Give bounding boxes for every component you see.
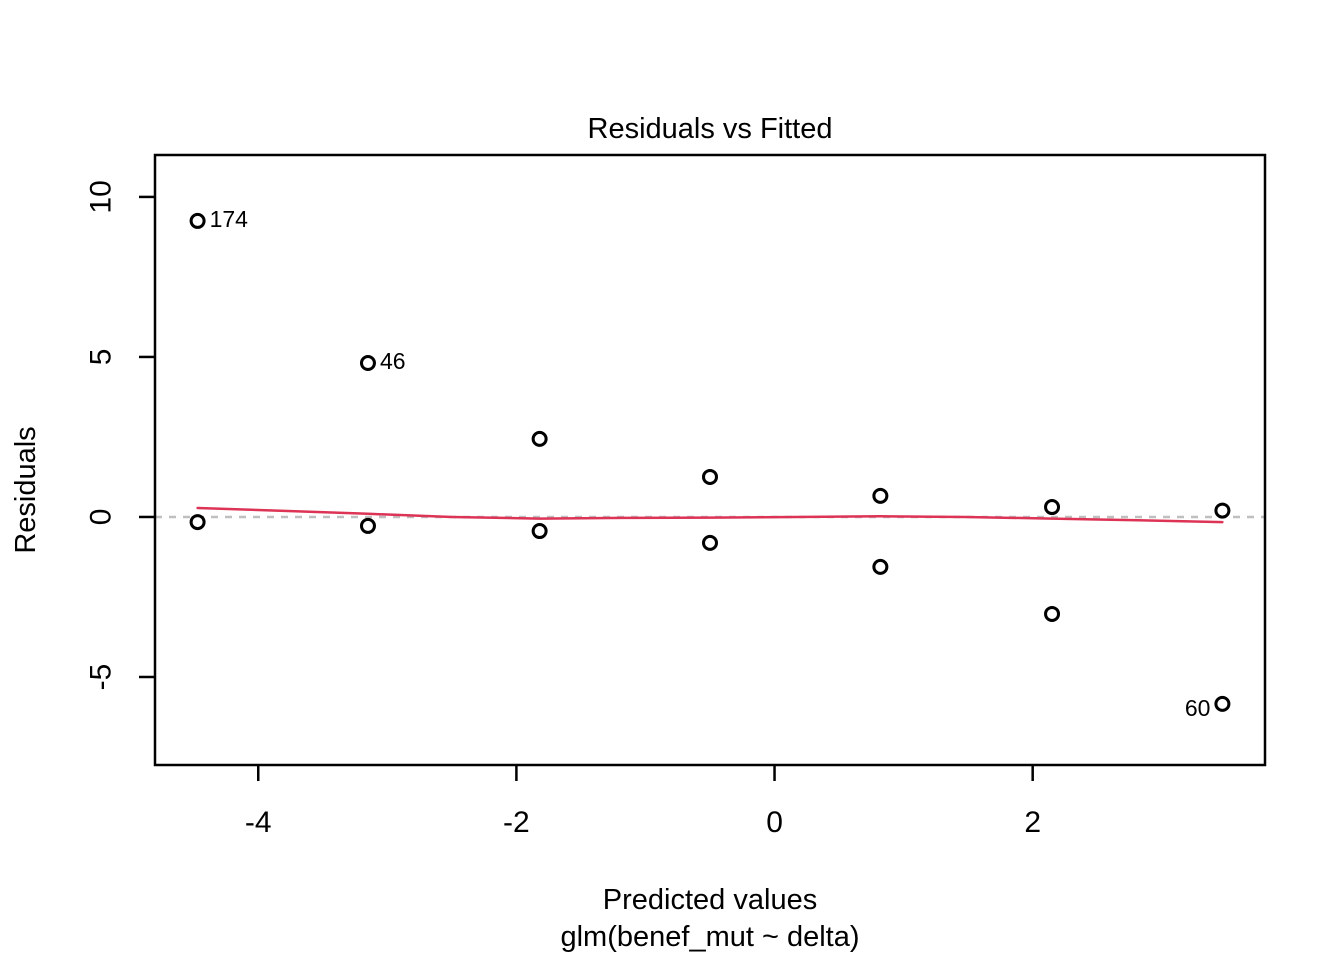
data-point	[359, 355, 376, 372]
x-tick-label: -4	[245, 806, 272, 839]
point-id-label: 174	[210, 206, 249, 232]
x-axis-sublabel: glm(benef_mut ~ delta)	[560, 921, 860, 953]
data-point	[359, 517, 376, 534]
x-axis-label: Predicted values	[602, 884, 818, 916]
chart-title: Residuals vs Fitted	[587, 113, 833, 145]
data-point	[872, 558, 889, 575]
point-id-label: 60	[1185, 695, 1211, 721]
data-point	[1044, 499, 1061, 516]
y-tick-label: -5	[85, 664, 118, 691]
point-id-label: 46	[380, 348, 406, 374]
plot-border	[153, 153, 1267, 767]
data-point	[1044, 605, 1061, 622]
data-point	[1214, 695, 1231, 712]
data-point	[702, 534, 718, 551]
x-tick-label: 0	[766, 806, 783, 839]
data-point	[702, 468, 718, 485]
y-tick-label: 10	[85, 180, 118, 213]
data-point	[189, 212, 206, 229]
data-point	[1214, 502, 1231, 519]
data-point	[189, 514, 206, 531]
data-point	[531, 430, 548, 447]
y-tick-label: 5	[85, 349, 118, 366]
x-tick-label: 2	[1024, 806, 1041, 839]
y-tick-label: 0	[85, 509, 118, 526]
smoother-line	[196, 506, 1224, 524]
x-tick-label: -2	[503, 806, 530, 839]
data-point	[872, 487, 889, 504]
data-point	[531, 523, 548, 540]
